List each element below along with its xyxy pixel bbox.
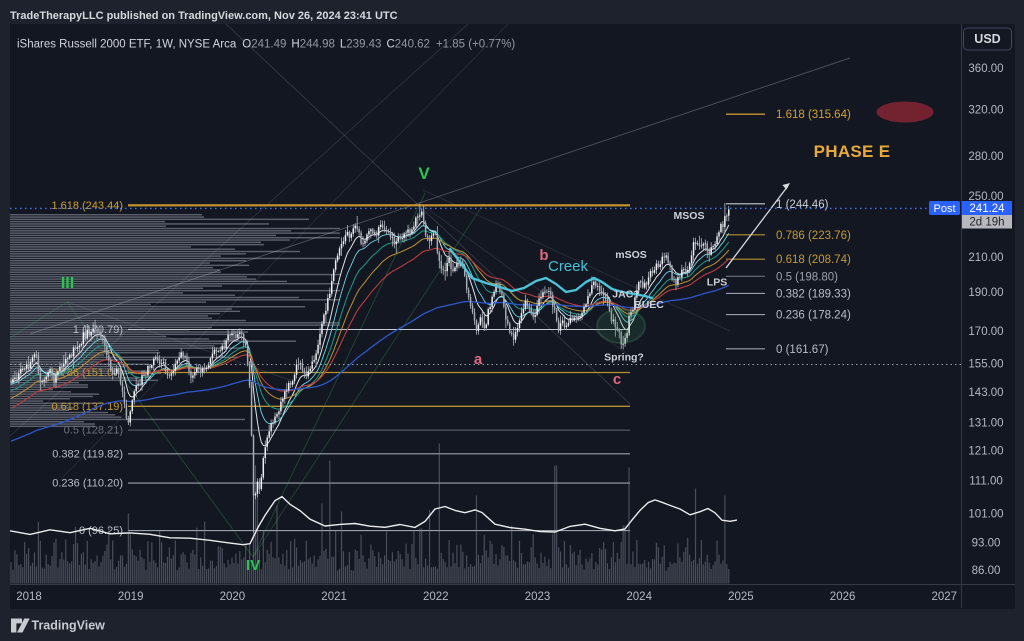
- svg-text:2025: 2025: [728, 591, 754, 603]
- svg-text:2024: 2024: [626, 591, 652, 603]
- svg-text:320.00: 320.00: [968, 104, 1003, 116]
- svg-text:PHASE E: PHASE E: [814, 142, 891, 161]
- svg-text:2020: 2020: [220, 591, 246, 603]
- svg-text:Post: Post: [933, 203, 955, 215]
- svg-text:JAC?: JAC?: [612, 289, 639, 301]
- svg-text:LPS: LPS: [707, 277, 727, 289]
- svg-text:0.382 (119.82): 0.382 (119.82): [52, 448, 123, 460]
- svg-text:c: c: [613, 371, 621, 388]
- svg-text:Creek: Creek: [548, 258, 589, 275]
- svg-text:93.00: 93.00: [972, 538, 1001, 550]
- svg-text:1.618 (243.44): 1.618 (243.44): [51, 200, 123, 212]
- svg-text:2022: 2022: [423, 591, 449, 603]
- svg-text:BUEC: BUEC: [634, 299, 664, 311]
- svg-text:121.00: 121.00: [968, 445, 1003, 457]
- svg-text:2021: 2021: [321, 591, 347, 603]
- svg-text:101.00: 101.00: [968, 509, 1003, 521]
- svg-text:280.00: 280.00: [968, 151, 1003, 163]
- svg-text:2d 19h: 2d 19h: [969, 217, 1004, 229]
- svg-text:III: III: [61, 275, 74, 292]
- svg-text:360.00: 360.00: [968, 63, 1003, 75]
- svg-text:155.00: 155.00: [968, 359, 1003, 371]
- svg-text:TradeTherapyLLC published on T: TradeTherapyLLC published on TradingView…: [10, 10, 398, 22]
- svg-text:241.24: 241.24: [969, 203, 1005, 215]
- svg-text:190.00: 190.00: [968, 287, 1003, 299]
- svg-text:0.382 (189.33): 0.382 (189.33): [776, 288, 851, 300]
- svg-text:0.236 (178.24): 0.236 (178.24): [776, 310, 851, 322]
- svg-text:V: V: [418, 164, 430, 183]
- svg-text:170.00: 170.00: [968, 326, 1003, 338]
- svg-text:210.00: 210.00: [968, 252, 1003, 264]
- svg-text:143.00: 143.00: [968, 387, 1003, 399]
- svg-text:2026: 2026: [830, 591, 856, 603]
- svg-text:IV: IV: [246, 557, 260, 574]
- svg-text:0.5 (198.80): 0.5 (198.80): [776, 271, 838, 283]
- svg-text:2019: 2019: [118, 591, 144, 603]
- svg-text:2018: 2018: [16, 591, 42, 603]
- svg-text:0.786 (223.76): 0.786 (223.76): [776, 230, 851, 242]
- svg-text:111.00: 111.00: [969, 476, 1002, 488]
- svg-text:0.236 (110.20): 0.236 (110.20): [52, 478, 123, 490]
- svg-text:iShares Russell 2000 ETF, 1W,: iShares Russell 2000 ETF, 1W, NYSE Arca O…: [17, 39, 515, 51]
- svg-text:2023: 2023: [525, 591, 551, 603]
- svg-text:TradingView: TradingView: [32, 619, 106, 633]
- svg-text:131.00: 131.00: [968, 418, 1003, 430]
- svg-text:b: b: [539, 247, 548, 264]
- svg-text:a: a: [474, 351, 483, 368]
- svg-text:MSOS: MSOS: [674, 210, 705, 222]
- svg-text:250.00: 250.00: [968, 191, 1003, 203]
- svg-text:0.618 (208.74): 0.618 (208.74): [776, 254, 851, 266]
- svg-text:2027: 2027: [932, 591, 958, 603]
- svg-text:Spring?: Spring?: [604, 352, 644, 364]
- svg-text:86.00: 86.00: [972, 565, 1001, 577]
- svg-text:0 (161.67): 0 (161.67): [776, 344, 829, 356]
- svg-text:mSOS: mSOS: [615, 249, 647, 261]
- svg-text:0.5 (128.21): 0.5 (128.21): [64, 425, 123, 437]
- svg-text:USD: USD: [974, 32, 1000, 46]
- svg-text:1.618 (315.64): 1.618 (315.64): [776, 109, 851, 121]
